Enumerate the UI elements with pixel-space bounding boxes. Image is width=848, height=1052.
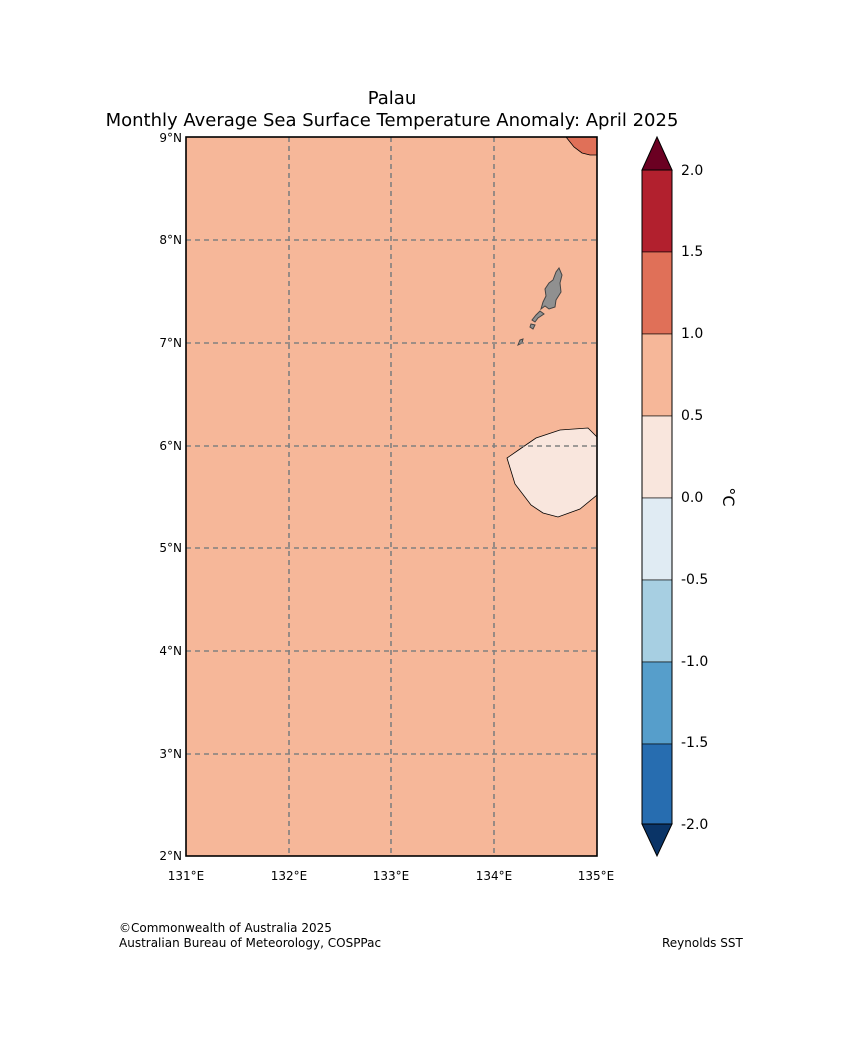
- colorbar-label-2.0: 2.0: [681, 163, 703, 179]
- colorbar-label-1.0: 1.0: [681, 326, 703, 342]
- lon-label-133e: 133°E: [373, 869, 410, 883]
- map-subtitle: Monthly Average Sea Surface Temperature …: [105, 110, 679, 131]
- colorbar-over-triangle: [641, 135, 673, 171]
- cool-anomaly-patch: [506, 427, 598, 518]
- colorbar-under-triangle: [641, 823, 673, 858]
- colorbar-label--2.0: -2.0: [681, 817, 708, 833]
- lat-label-7n: 7°N: [159, 336, 182, 350]
- colorbar-segment-1.5-2.0: [641, 169, 673, 253]
- colorbar-label-0.5: 0.5: [681, 408, 703, 424]
- copyright-credit: ©Commonwealth of Australia 2025: [119, 921, 332, 935]
- lon-label-132e: 132°E: [271, 869, 308, 883]
- lat-label-2n: 2°N: [159, 849, 182, 863]
- map-panel: [185, 136, 598, 857]
- map-title: Palau: [367, 88, 417, 109]
- colorbar-segment--1.0--0.5: [641, 579, 673, 663]
- palau-islet: [529, 323, 536, 330]
- colorbar-segment-0.5-1.0: [641, 333, 673, 417]
- data-source-label: Reynolds SST: [662, 936, 743, 950]
- palau-main-island: [540, 267, 563, 311]
- colorbar: [641, 135, 673, 858]
- lat-label-9n: 9°N: [159, 131, 182, 145]
- lat-label-8n: 8°N: [159, 233, 182, 247]
- colorbar-segment--1.5--1.0: [641, 661, 673, 745]
- colorbar-label-1.5: 1.5: [681, 244, 703, 260]
- palau-southern-island: [531, 310, 545, 323]
- lon-label-135e: 135°E: [578, 869, 615, 883]
- colorbar-label--1.0: -1.0: [681, 654, 708, 670]
- colorbar-label--1.5: -1.5: [681, 735, 708, 751]
- map-frame: [185, 136, 598, 857]
- lon-label-131e: 131°E: [168, 869, 205, 883]
- lat-label-6n: 6°N: [159, 439, 182, 453]
- colorbar-segment--2.0--1.5: [641, 743, 673, 825]
- colorbar-frame: [641, 169, 673, 825]
- palau-islands: [517, 267, 563, 347]
- colorbar-label-0.0: 0.0: [681, 490, 703, 506]
- lat-label-4n: 4°N: [159, 644, 182, 658]
- lat-label-5n: 5°N: [159, 541, 182, 555]
- colorbar-unit-label: °C: [719, 487, 738, 506]
- colorbar-segment-1.0-1.5: [641, 251, 673, 335]
- organization-credit: Australian Bureau of Meteorology, COSPPa…: [119, 936, 382, 950]
- map-gridlines: [186, 137, 597, 856]
- colorbar-label--0.5: -0.5: [681, 572, 708, 588]
- colorbar-segment--0.5-0.0: [641, 497, 673, 581]
- lon-label-134e: 134°E: [476, 869, 513, 883]
- colorbar-segment-0.0-0.5: [641, 415, 673, 499]
- lat-label-3n: 3°N: [159, 747, 182, 761]
